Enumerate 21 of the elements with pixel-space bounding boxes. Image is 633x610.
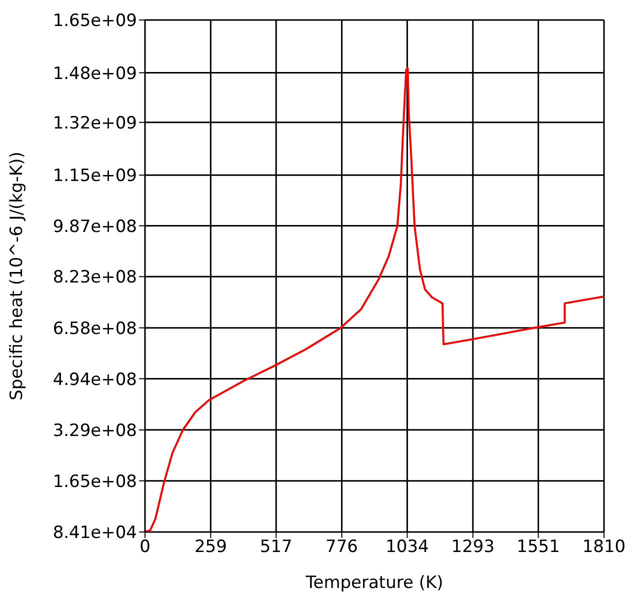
x-tick-label: 0 — [140, 537, 150, 558]
x-tick-label: 1810 — [582, 537, 626, 558]
y-tick-label: 6.58e+08 — [52, 318, 137, 339]
x-axis-title: Temperature (K) — [304, 573, 444, 593]
y-tick-label: 1.32e+09 — [52, 113, 137, 134]
y-tick-label: 1.65e+09 — [52, 11, 137, 32]
y-tick-label: 1.48e+09 — [52, 64, 137, 84]
x-tick-label: 259 — [194, 537, 227, 558]
y-tick-label: 1.15e+09 — [52, 166, 137, 186]
y-tick-label: 8.41e+04 — [52, 523, 137, 544]
x-tick-label: 1034 — [386, 537, 429, 558]
x-tick-label: 1551 — [516, 537, 560, 558]
x-tick-label: 1293 — [451, 537, 495, 558]
y-tick-label: 1.65e+08 — [52, 472, 137, 492]
y-axis-title: Specific heat (10^-6 J/(kg-K)) — [7, 152, 28, 400]
x-tick-label: 776 — [326, 537, 358, 558]
y-tick-label: 3.29e+08 — [52, 420, 137, 441]
x-tick-label: 517 — [260, 537, 292, 558]
y-tick-label: 4.94e+08 — [52, 370, 137, 390]
y-tick-label: 8.23e+08 — [52, 268, 137, 288]
y-tick-label: 9.87e+08 — [52, 216, 137, 237]
